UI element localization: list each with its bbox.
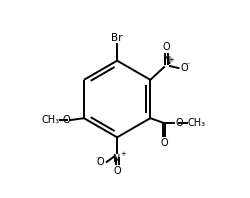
Text: O: O xyxy=(113,166,121,176)
Text: O: O xyxy=(163,42,170,52)
Text: N: N xyxy=(164,56,172,66)
Text: Br: Br xyxy=(112,33,123,43)
Text: ⁻: ⁻ xyxy=(185,60,190,69)
Text: +: + xyxy=(120,151,126,157)
Text: O: O xyxy=(62,115,70,125)
Text: CH₃: CH₃ xyxy=(187,118,206,128)
Text: O: O xyxy=(176,118,184,128)
Text: +: + xyxy=(168,57,174,63)
Text: N: N xyxy=(114,154,121,164)
Text: ⁻: ⁻ xyxy=(96,154,100,163)
Text: O: O xyxy=(181,63,188,73)
Text: O: O xyxy=(96,157,104,167)
Text: O: O xyxy=(160,138,168,148)
Text: CH₃: CH₃ xyxy=(41,115,59,125)
